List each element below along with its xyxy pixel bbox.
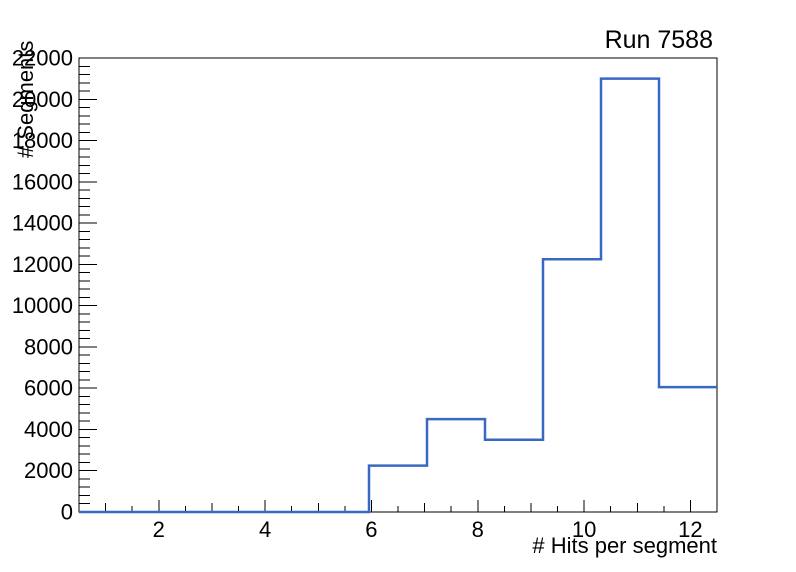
y-tick-label: 18000 [12, 128, 73, 153]
y-tick-label: 6000 [24, 376, 73, 401]
y-tick-label: 0 [61, 499, 73, 524]
x-tick-label: 12 [678, 517, 702, 542]
x-tick-label: 10 [572, 517, 596, 542]
chart-title: Run 7588 [604, 26, 713, 54]
x-tick-label: 2 [153, 517, 165, 542]
y-tick-label: 22000 [12, 45, 73, 70]
x-tick-label: 8 [472, 517, 484, 542]
plot-frame [78, 57, 718, 513]
y-tick-label: 14000 [12, 211, 73, 236]
y-tick-label: 12000 [12, 252, 73, 277]
y-tick-label: 8000 [24, 334, 73, 359]
y-tick-label: 10000 [12, 293, 73, 318]
y-tick-label: 4000 [24, 417, 73, 442]
x-tick-label: 6 [365, 517, 377, 542]
y-tick-label: 20000 [12, 87, 73, 112]
x-tick-label: 4 [259, 517, 271, 542]
x-axis-title: # Hits per segment [532, 533, 717, 558]
y-tick-label: 16000 [12, 169, 73, 194]
histogram-line [79, 77, 717, 514]
y-axis-title: # Segments [13, 40, 38, 158]
y-tick-label: 2000 [24, 458, 73, 483]
